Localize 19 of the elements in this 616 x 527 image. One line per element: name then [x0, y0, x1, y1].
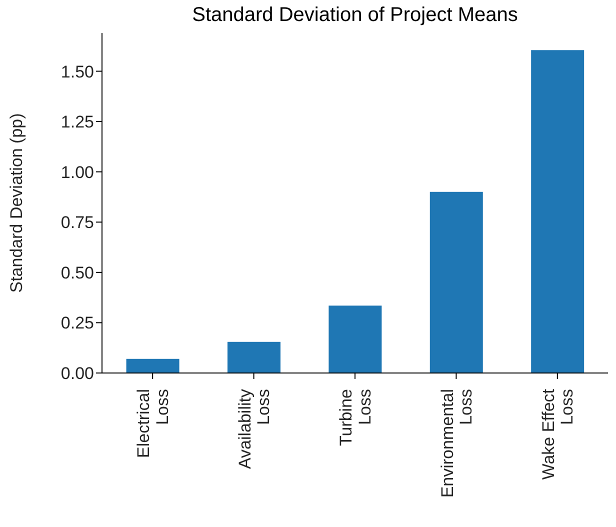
x-tick-label: Electrical Loss: [134, 389, 172, 458]
bar: [126, 358, 180, 373]
y-tick-label: 0.00: [60, 364, 94, 384]
bar: [328, 306, 382, 373]
y-tick-label: 0.50: [60, 263, 94, 282]
y-tick-label: 1.50: [60, 62, 94, 82]
y-tick-label: 1.00: [60, 162, 94, 182]
y-tick-label: 0.75: [60, 213, 94, 232]
x-tick-label: Environmental Loss: [438, 389, 476, 498]
bar: [531, 50, 584, 373]
x-tick-label: Turbine Loss: [336, 389, 374, 446]
x-tick-label: Availability Loss: [235, 388, 274, 470]
x-tick-label: Wake Effect Loss: [539, 388, 577, 480]
y-tick-label: 0.25: [60, 314, 94, 333]
y-tick-label: 1.25: [60, 112, 94, 132]
y-axis-title: Standard Deviation (pp): [7, 113, 26, 293]
bar: [430, 192, 483, 373]
chart-title: Standard Deviation of Project Means: [191, 4, 519, 27]
bar: [227, 342, 280, 373]
